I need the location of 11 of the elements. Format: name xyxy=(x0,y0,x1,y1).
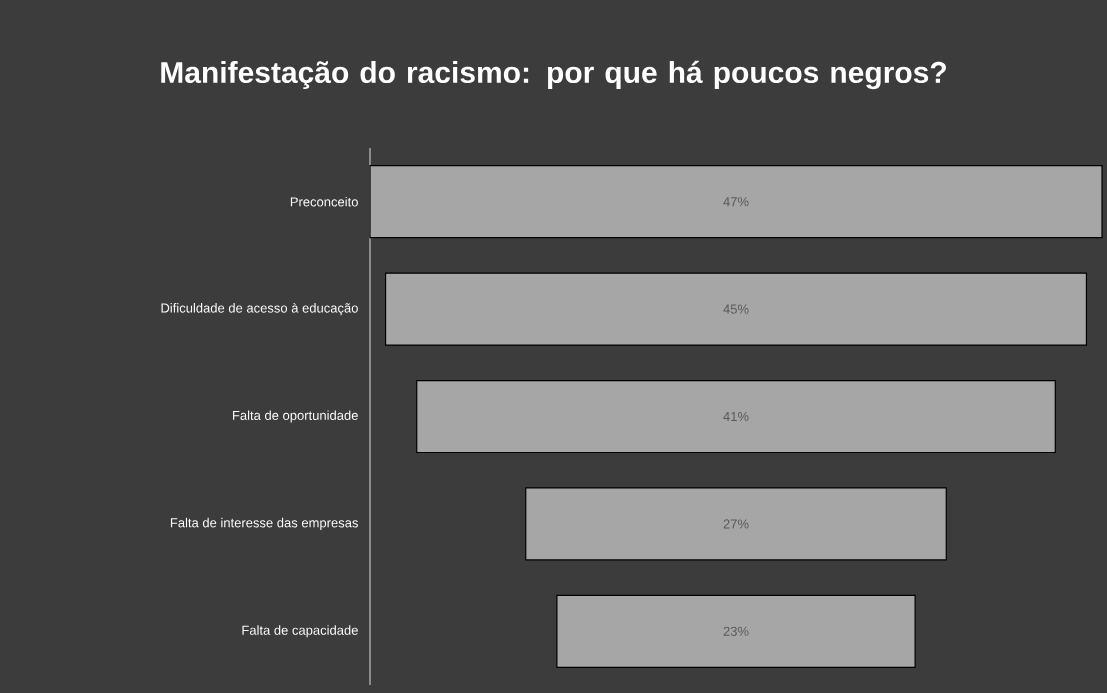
data-label: 45% xyxy=(723,304,749,314)
text: Manifestação do racismo: por que há poucos negros? xyxy=(161,60,946,90)
category-label: Dificuldade de acesso à educação xyxy=(161,302,358,316)
data-label: 41% xyxy=(723,411,749,422)
data-label: 47% xyxy=(723,197,749,207)
category-label: Falta de interesse das empresas xyxy=(170,517,358,530)
category-label: Falta de capacidade xyxy=(242,625,358,638)
data-label: 27% xyxy=(723,519,749,529)
category-label: Falta de oportunidade xyxy=(233,410,358,423)
category-label: Preconceito xyxy=(290,196,358,207)
data-label: 23% xyxy=(723,626,749,636)
